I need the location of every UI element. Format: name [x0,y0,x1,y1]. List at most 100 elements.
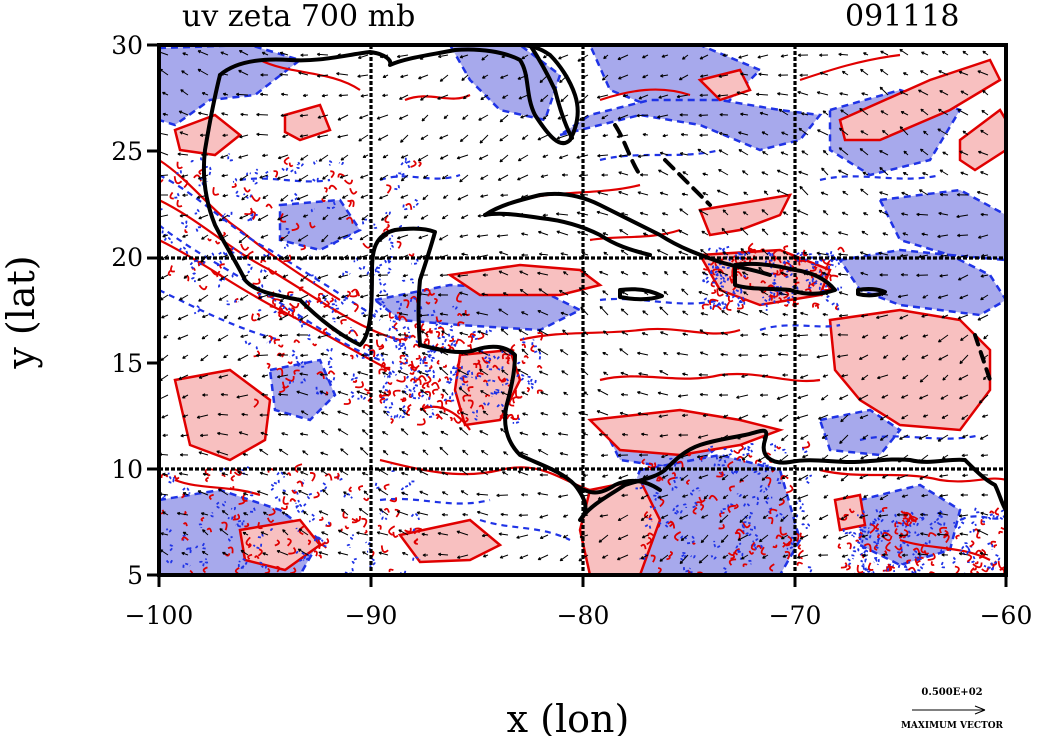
noise-contour [253,350,261,358]
coastline-bahamas [613,123,712,207]
noise-contour [717,459,727,467]
wind-vector [278,333,289,338]
wind-vector [822,149,829,156]
noise-contour [914,531,920,537]
wind-vector [278,448,289,456]
noise-contour [737,287,743,292]
noise-contour [342,510,348,519]
wind-vector [201,334,209,340]
noise-contour [809,265,817,272]
wind-vector [879,150,889,156]
wind-vector [620,308,629,316]
noise-contour [749,510,753,515]
noise-contour [830,254,836,262]
noise-contour [453,417,463,424]
noise-contour [244,522,250,528]
wind-vector [537,554,549,561]
wind-vector [217,334,229,342]
wind-vector [476,510,489,516]
noise-contour [198,284,208,291]
noise-contour [516,361,522,366]
noise-contour [735,542,742,553]
wind-vector [860,314,869,318]
noise-contour [502,378,510,386]
noise-contour [862,563,870,572]
wind-vector [679,208,689,216]
wind-vector [537,491,549,496]
noise-contour [288,162,294,168]
wind-vector [517,174,529,181]
noise-contour [914,569,921,574]
noise-contour [346,290,351,298]
wind-vector [399,94,409,100]
wind-vector [755,92,769,97]
noise-contour [378,278,387,287]
noise-contour [243,193,253,199]
coastline-cuba-south [483,211,652,257]
wind-vector [382,371,389,376]
noise-contour [325,347,333,353]
wind-vector [216,450,229,456]
wind-vector [439,312,449,316]
noise-contour [193,305,201,315]
noise-contour [257,548,263,557]
wind-vector [337,114,349,121]
wind-vector [601,74,609,81]
wind-vector [162,511,169,516]
wind-vector [178,374,189,380]
wind-vector [940,394,949,400]
wind-vector [179,294,189,301]
noise-contour [223,252,228,257]
noise-contour [537,332,544,341]
wind-vector [661,474,669,479]
wind-vector [299,134,309,138]
noise-contour [169,265,176,273]
wind-vector [321,93,329,98]
noise-contour [899,541,910,548]
noise-contour [178,246,189,255]
wind-vector [736,394,749,399]
noise-contour [743,514,752,520]
noise-contour [471,409,478,414]
noise-contour [190,277,196,283]
wind-vector [919,474,929,480]
noise-contour [456,292,462,303]
wind-vector [237,354,249,361]
noise-contour [410,528,416,532]
wind-vector [396,510,409,516]
noise-contour [257,309,263,313]
noise-contour [352,379,358,383]
noise-contour [842,527,849,535]
wind-vector [676,351,689,356]
wind-vector [239,294,249,301]
noise-contour [736,303,744,310]
noise-contour [343,398,352,405]
noise-contour [769,443,777,452]
wind-vector [739,514,749,523]
wind-vector [560,252,569,256]
noise-contour [699,456,704,461]
wind-vector [559,349,569,356]
wind-vector [559,554,569,562]
noise-contour [386,410,390,417]
noise-contour [807,566,813,574]
wind-vector [300,471,309,476]
noise-contour [399,361,409,370]
wind-vector [277,214,289,221]
map-date: 091118 [845,0,960,34]
wind-vector [503,451,509,456]
noise-contour [750,441,754,446]
wind-vector [660,331,669,336]
wind-vector [279,314,289,321]
noise-contour [328,160,333,166]
noise-contour [435,319,440,327]
noise-contour [873,544,878,551]
wind-vector [721,474,729,481]
noise-contour [644,524,652,531]
noise-contour [214,240,221,245]
wind-vector [722,53,729,57]
wind-vector [722,494,729,500]
wind-vector [758,534,769,543]
wind-vector [959,294,969,300]
wind-vector [481,533,489,538]
